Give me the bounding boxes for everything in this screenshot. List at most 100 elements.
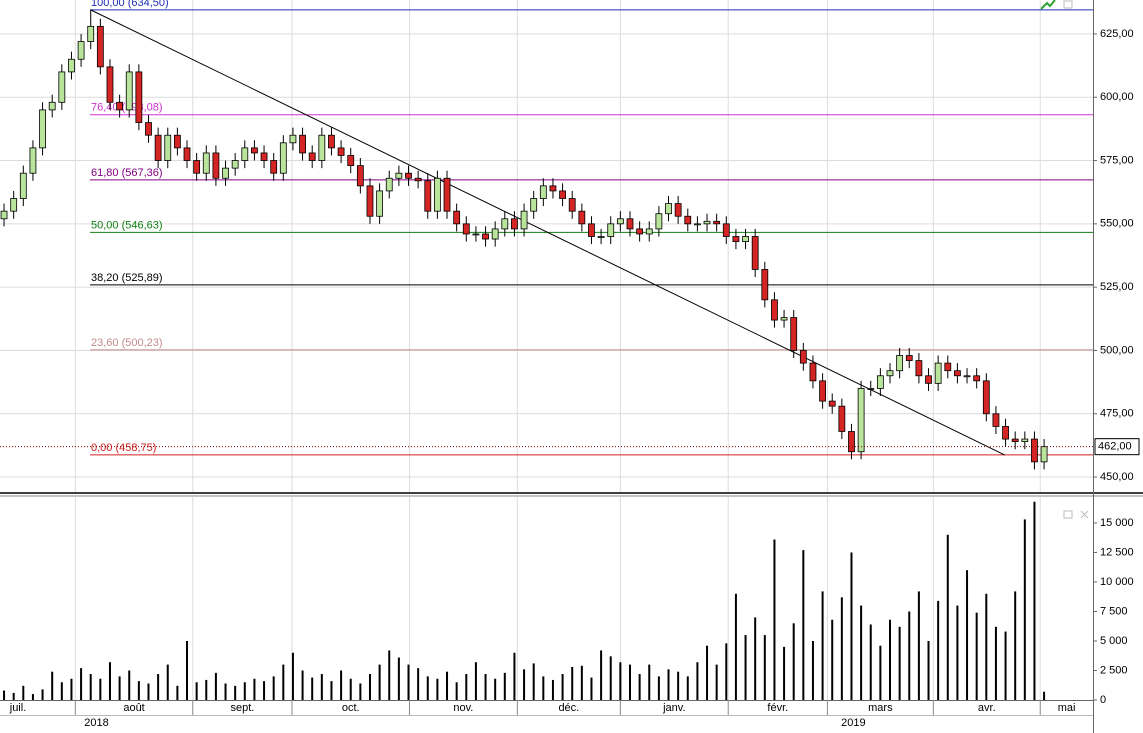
candle-body bbox=[934, 362, 942, 384]
volume-bar bbox=[1023, 519, 1026, 700]
volume-bar bbox=[80, 668, 83, 700]
candle-body bbox=[1002, 426, 1009, 440]
volume-bar bbox=[3, 690, 6, 700]
volume-bar bbox=[571, 666, 574, 700]
candle-body bbox=[655, 213, 663, 230]
y-tick-label: 15 000 bbox=[1100, 517, 1134, 529]
candle-body bbox=[867, 388, 875, 390]
candle-body bbox=[279, 142, 287, 174]
candle-body bbox=[973, 375, 981, 382]
candle-body bbox=[77, 41, 85, 60]
candle-body bbox=[308, 152, 316, 161]
toolbar-icon[interactable] bbox=[1040, 0, 1073, 10]
volume-bar bbox=[311, 677, 314, 700]
candle-body bbox=[433, 177, 441, 212]
volume-bar bbox=[706, 645, 709, 700]
volume-bar bbox=[349, 678, 352, 700]
volume-bar bbox=[619, 662, 622, 700]
volume-bar bbox=[889, 619, 892, 700]
candle-body bbox=[722, 223, 730, 237]
candle-body bbox=[732, 236, 740, 242]
last-price-box bbox=[1094, 438, 1140, 456]
panel-buttons[interactable] bbox=[1063, 510, 1089, 519]
volume-bar bbox=[628, 664, 631, 700]
candle-body bbox=[520, 210, 528, 230]
candle-body bbox=[501, 218, 509, 230]
volume-bar bbox=[966, 570, 969, 700]
x-tick-label: déc. bbox=[558, 702, 579, 714]
volume-bar bbox=[937, 600, 940, 700]
candle-body bbox=[68, 58, 75, 73]
volume-bar bbox=[657, 676, 660, 700]
volume-bar bbox=[763, 635, 766, 700]
volume-bar bbox=[108, 662, 111, 700]
volume-bar bbox=[407, 664, 410, 700]
volume-bar bbox=[783, 646, 786, 700]
candle-body bbox=[645, 228, 653, 235]
candle-body bbox=[366, 185, 374, 217]
candle-body bbox=[58, 71, 66, 103]
volume-bar bbox=[436, 678, 439, 700]
candle-body bbox=[19, 172, 27, 199]
candle-body bbox=[886, 370, 894, 377]
candle-body bbox=[29, 147, 37, 174]
volume-bar bbox=[677, 671, 680, 700]
volume-bar bbox=[205, 679, 208, 700]
volume-bar bbox=[908, 611, 911, 700]
y-tick-label: 450,00 bbox=[1100, 471, 1134, 483]
candle-body bbox=[982, 380, 990, 415]
candle-body bbox=[356, 165, 364, 187]
candle-body bbox=[193, 160, 201, 174]
volume-bar bbox=[484, 674, 487, 700]
fib-label: 23,60 (500,23) bbox=[91, 337, 163, 349]
y-tick-label: 550,00 bbox=[1100, 218, 1134, 230]
candle-body bbox=[992, 413, 1000, 427]
candle-body bbox=[443, 177, 451, 212]
candle-body bbox=[1031, 438, 1038, 463]
volume-bar bbox=[446, 671, 449, 700]
y-tick-label: 625,00 bbox=[1100, 28, 1134, 40]
candle-body bbox=[116, 101, 124, 111]
volume-bar bbox=[850, 552, 853, 700]
volume-bar bbox=[60, 682, 63, 700]
x-tick-label: nov. bbox=[453, 702, 473, 714]
candle-body bbox=[251, 147, 258, 154]
volume-bar bbox=[301, 670, 304, 700]
candle-body bbox=[857, 388, 865, 453]
candle-body bbox=[414, 177, 422, 182]
volume-bar bbox=[860, 605, 863, 700]
candle-body bbox=[385, 177, 393, 192]
volume-bar bbox=[667, 669, 670, 700]
candle-body bbox=[694, 223, 701, 226]
volume-bar bbox=[648, 664, 651, 700]
volume-bar bbox=[542, 676, 545, 700]
candle-body bbox=[896, 355, 904, 372]
candle-body bbox=[925, 375, 932, 384]
candle-body bbox=[539, 185, 547, 199]
volume-bar bbox=[128, 670, 131, 700]
volume-bar bbox=[532, 663, 535, 700]
volume-bar bbox=[821, 591, 824, 700]
candle-body bbox=[270, 160, 278, 174]
candle-body bbox=[39, 109, 46, 149]
candle-body bbox=[328, 134, 335, 149]
volume-bar bbox=[70, 678, 73, 700]
candle-body bbox=[482, 233, 489, 240]
volume-bar bbox=[474, 662, 477, 700]
volume-bar bbox=[89, 674, 92, 700]
volume-bar bbox=[359, 683, 362, 700]
candle-body bbox=[915, 360, 923, 377]
volume-bar bbox=[754, 617, 757, 700]
candle-body bbox=[809, 362, 817, 382]
candle-body bbox=[96, 25, 104, 68]
candle-body bbox=[472, 233, 480, 236]
candle-body bbox=[462, 223, 470, 235]
volume-bar bbox=[340, 670, 343, 700]
candle-body bbox=[260, 152, 268, 161]
volume-bar bbox=[397, 657, 400, 700]
candle-body bbox=[568, 198, 576, 212]
volume-bar bbox=[802, 550, 805, 700]
volume-bar bbox=[956, 605, 959, 700]
x-tick-label: avr. bbox=[978, 702, 996, 714]
fib-label: 0,00 (458,75) bbox=[91, 442, 156, 454]
